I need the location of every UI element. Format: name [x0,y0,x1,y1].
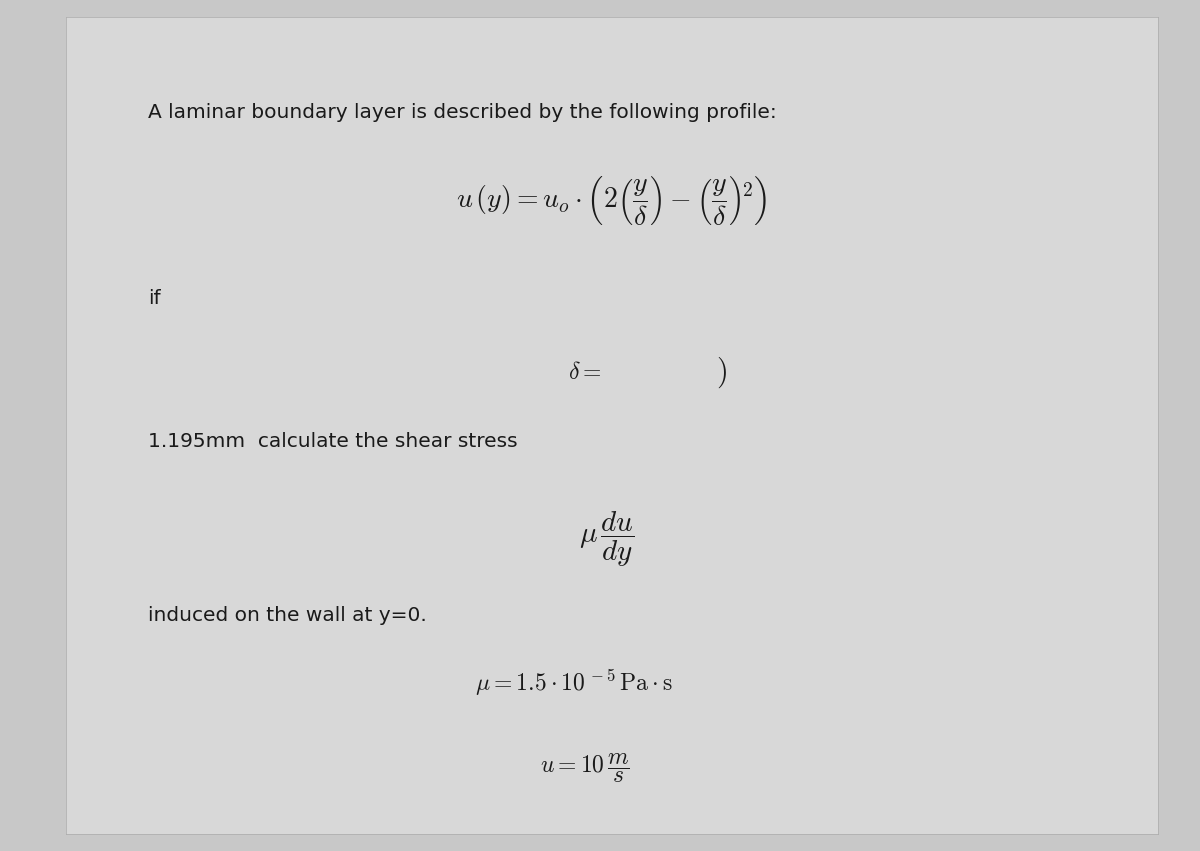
Text: induced on the wall at y=0.: induced on the wall at y=0. [148,606,427,625]
Text: if: if [148,289,161,308]
Text: 1.195mm  calculate the shear stress: 1.195mm calculate the shear stress [148,432,517,451]
Text: $\delta =$: $\delta =$ [568,360,601,385]
Text: A laminar boundary layer is described by the following profile:: A laminar boundary layer is described by… [148,103,776,122]
Text: $\mu\,\dfrac{du}{dy}$: $\mu\,\dfrac{du}{dy}$ [578,511,635,569]
Text: $\mu = 1.5 \cdot 10^{\,-5}\,\mathrm{Pa \cdot s}$: $\mu = 1.5 \cdot 10^{\,-5}\,\mathrm{Pa \… [475,668,673,698]
Text: $)$: $)$ [715,355,727,390]
Text: $u\,(y) = u_o \cdot \left(2\left(\dfrac{y}{\delta}\right) - \left(\dfrac{y}{\del: $u\,(y) = u_o \cdot \left(2\left(\dfrac{… [456,174,768,227]
Text: $u = 10\,\dfrac{m}{s}$: $u = 10\,\dfrac{m}{s}$ [540,752,630,785]
